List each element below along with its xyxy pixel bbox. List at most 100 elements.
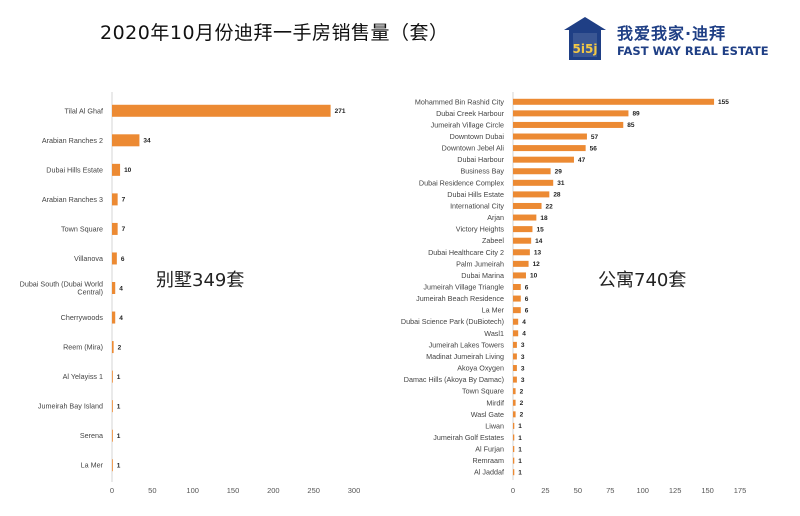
bar xyxy=(112,252,117,265)
bar xyxy=(112,459,113,472)
x-tick-label: 250 xyxy=(307,486,320,495)
brand-logo: 5i5j 我爱我家·迪拜 FAST WAY REAL ESTATE xyxy=(563,16,793,66)
bar xyxy=(513,272,526,279)
category-label: Liwan xyxy=(485,421,504,430)
bar xyxy=(513,249,530,256)
category-label: Mohammed Bin Rashid City xyxy=(415,97,504,106)
bar xyxy=(112,400,113,413)
bar xyxy=(513,307,521,314)
category-label: Downtown Dubai xyxy=(450,132,505,141)
brand-name-en: FAST WAY REAL ESTATE xyxy=(617,44,769,58)
value-label: 4 xyxy=(119,285,123,292)
category-label: Dubai South (Dubai World Central) xyxy=(20,279,103,296)
value-label: 1 xyxy=(518,458,522,465)
value-label: 22 xyxy=(546,203,554,210)
category-label: Arabian Ranches 2 xyxy=(42,136,103,145)
bar xyxy=(513,411,516,418)
category-label: Cherrywoods xyxy=(61,313,104,322)
category-label: Dubai Science Park (DuBiotech) xyxy=(401,317,504,326)
bar xyxy=(112,311,116,324)
category-label: Town Square xyxy=(61,224,103,233)
bar xyxy=(513,237,532,244)
category-label: Dubai Creek Harbour xyxy=(436,109,505,118)
bar xyxy=(112,370,113,383)
bar xyxy=(513,399,516,406)
bar xyxy=(513,168,551,175)
bar xyxy=(112,222,118,235)
category-label: Remraam xyxy=(472,456,504,465)
value-label: 1 xyxy=(117,433,121,440)
value-label: 2 xyxy=(520,388,524,395)
bar xyxy=(513,260,529,267)
page-title: 2020年10月份迪拜一手房销售量（套） xyxy=(100,22,449,44)
category-label: Dubai Healthcare City 2 xyxy=(428,248,504,257)
x-tick-label: 300 xyxy=(348,486,361,495)
value-label: 10 xyxy=(530,273,538,280)
bar xyxy=(513,422,515,429)
category-label: Jumeirah Village Circle xyxy=(431,120,504,129)
category-label: Al Furjan xyxy=(475,445,504,454)
apartment-total-annotation: 公寓740套 xyxy=(598,270,687,291)
category-label: Dubai Harbour xyxy=(457,155,504,164)
bar xyxy=(112,429,113,442)
x-tick-label: 100 xyxy=(186,486,199,495)
value-label: 271 xyxy=(335,108,346,115)
category-label: Mirdif xyxy=(486,398,504,407)
logo-badge-text: 5i5j xyxy=(573,42,598,56)
category-label: Jumeirah Golf Estates xyxy=(433,433,504,442)
category-label: Arabian Ranches 3 xyxy=(42,195,103,204)
category-label: Wasl Gate xyxy=(471,410,504,419)
apartment-sales-chart: 155 Mohammed Bin Rashid City 89 Dubai Creek… xyxy=(401,92,746,495)
x-tick-label: 100 xyxy=(636,486,649,495)
bar xyxy=(513,434,515,441)
category-label: Al Jaddaf xyxy=(474,468,504,477)
x-tick-label: 25 xyxy=(541,486,549,495)
value-label: 12 xyxy=(533,261,541,268)
x-tick-label: 150 xyxy=(227,486,240,495)
category-label: Serena xyxy=(80,431,103,440)
x-tick-label: 75 xyxy=(606,486,614,495)
value-label: 3 xyxy=(521,365,525,372)
value-label: 1 xyxy=(117,463,121,470)
value-label: 1 xyxy=(117,403,121,410)
category-label: Damac Hills (Akoya By Damac) xyxy=(404,375,504,384)
value-label: 31 xyxy=(557,180,565,187)
bar xyxy=(513,388,516,395)
category-label: Wasl1 xyxy=(484,329,504,338)
category-label: La Mer xyxy=(482,306,505,315)
bar xyxy=(513,469,515,476)
value-label: 29 xyxy=(555,169,563,176)
value-label: 18 xyxy=(540,215,548,222)
bar xyxy=(513,179,554,186)
value-label: 6 xyxy=(525,307,529,314)
category-label: Jumeirah Lakes Towers xyxy=(429,340,505,349)
bar xyxy=(112,193,118,206)
bar xyxy=(513,133,587,140)
category-label: Jumeirah Beach Residence xyxy=(416,294,504,303)
bar xyxy=(513,284,521,290)
value-label: 6 xyxy=(525,284,529,291)
value-label: 3 xyxy=(521,342,525,349)
category-label: Town Square xyxy=(462,387,504,396)
value-label: 4 xyxy=(119,315,123,322)
bar xyxy=(513,446,515,453)
value-label: 4 xyxy=(522,331,526,338)
category-label: Dubai Hills Estate xyxy=(46,165,103,174)
bar xyxy=(513,226,533,233)
x-tick-label: 0 xyxy=(511,486,515,495)
bar xyxy=(112,134,140,147)
x-tick-label: 200 xyxy=(267,486,280,495)
house-logo-icon: 5i5j xyxy=(564,17,606,60)
bar xyxy=(513,353,517,360)
category-label: Reem (Mira) xyxy=(63,343,103,352)
bar xyxy=(513,330,519,337)
bar xyxy=(513,318,519,325)
x-tick-label: 125 xyxy=(669,486,682,495)
bar xyxy=(513,295,521,302)
category-label: Villanova xyxy=(74,254,103,263)
value-label: 6 xyxy=(525,296,529,303)
value-label: 28 xyxy=(553,192,561,199)
value-label: 1 xyxy=(518,423,522,430)
category-label: Palm Jumeirah xyxy=(456,259,504,268)
